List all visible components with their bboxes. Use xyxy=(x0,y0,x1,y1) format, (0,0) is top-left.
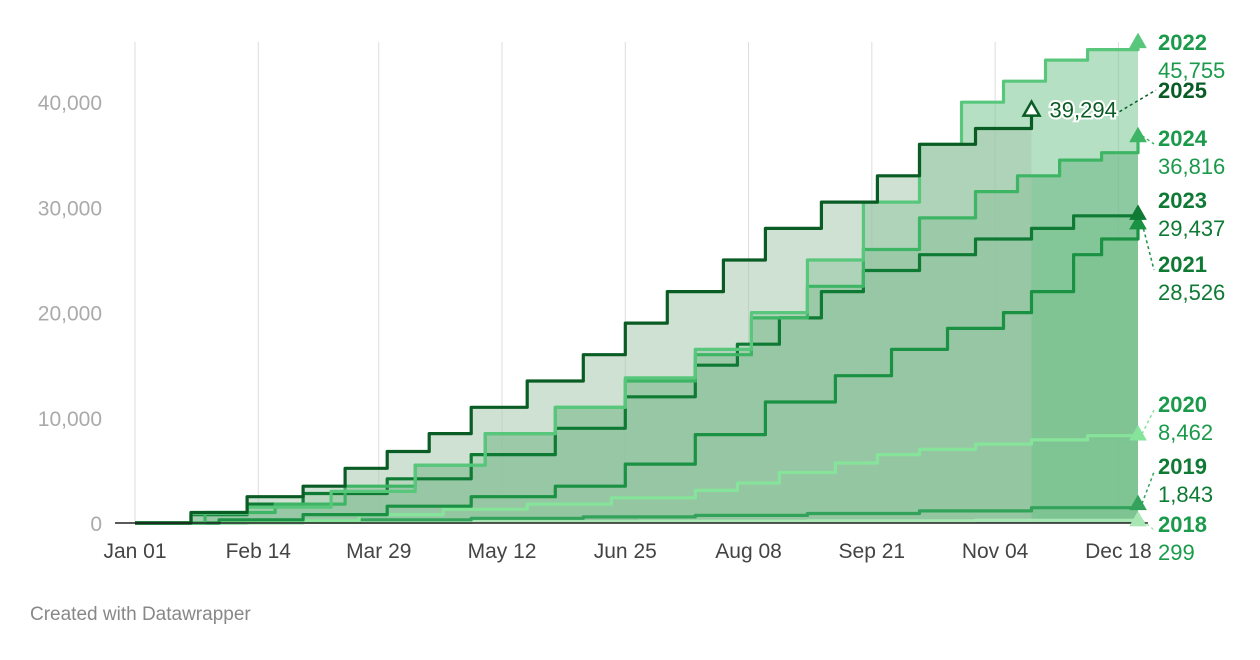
x-tick-label-3: May 12 xyxy=(468,540,537,563)
marker-2018 xyxy=(1129,510,1147,527)
value-label-2023: 29,437 xyxy=(1158,216,1225,241)
year-label-2021: 2021 xyxy=(1158,252,1207,277)
value-label-2020: 8,462 xyxy=(1158,420,1213,445)
year-label-2020: 2020 xyxy=(1158,392,1207,417)
x-tick-label-2: Mar 29 xyxy=(346,540,411,563)
year-label-2024: 2024 xyxy=(1158,126,1208,151)
y-tick-label-1: 10,000 xyxy=(38,408,102,431)
year-label-2019: 2019 xyxy=(1158,454,1207,479)
leader-2018 xyxy=(1141,519,1155,531)
x-tick-label-8: Dec 18 xyxy=(1085,540,1152,563)
y-tick-label-4: 40,000 xyxy=(38,92,102,115)
x-tick-label-6: Sep 21 xyxy=(839,540,906,563)
series-labels: 2018 299 2019 1,843 2020 8,462 2021 28,526 2023 2… xyxy=(1048,30,1226,565)
value-label-2018: 299 xyxy=(1158,540,1195,565)
y-axis-ticks: 0 10,000 20,000 30,000 40,000 xyxy=(38,92,102,536)
series-areas xyxy=(135,41,1138,524)
line-2020 xyxy=(135,434,1140,525)
y-tick-label-2: 20,000 xyxy=(38,303,102,326)
x-axis-ticks: Jan 01 Feb 14 Mar 29 May 12 Jun 25 Aug 08 Sep … xyxy=(103,540,1151,563)
y-tick-label-0: 0 xyxy=(90,513,102,536)
value-label-2025: 39,294 xyxy=(1050,98,1117,123)
x-tick-label-5: Aug 08 xyxy=(715,540,782,563)
value-label-2024: 36,816 xyxy=(1158,154,1225,179)
leader-2025 xyxy=(1119,89,1157,113)
area-2025 xyxy=(135,109,1032,523)
leader-2020 xyxy=(1141,409,1155,435)
x-tick-label-7: Nov 04 xyxy=(962,540,1029,563)
value-label-2022: 45,755 xyxy=(1158,58,1225,83)
line-2022 xyxy=(135,41,1140,525)
marker-2025 xyxy=(1021,99,1042,117)
x-tick-label-4: Jun 25 xyxy=(594,540,657,563)
year-label-2022: 2022 xyxy=(1158,30,1207,55)
year-label-2023: 2023 xyxy=(1158,188,1207,213)
marker-2024 xyxy=(1129,126,1147,143)
marker-2022 xyxy=(1129,32,1147,49)
leader-2019 xyxy=(1141,471,1155,504)
year-label-2018: 2018 xyxy=(1158,512,1207,537)
value-label-2019: 1,843 xyxy=(1158,482,1213,507)
x-tick-label-1: Feb 14 xyxy=(226,540,292,563)
leader-2021 xyxy=(1141,222,1155,271)
x-tick-label-0: Jan 01 xyxy=(103,540,166,563)
series-lines xyxy=(135,41,1140,525)
line-2021 xyxy=(135,222,1140,525)
y-tick-label-3: 30,000 xyxy=(38,197,102,220)
credit-text: Created with Datawrapper xyxy=(30,604,251,625)
line-2025 xyxy=(135,109,1034,525)
series-end-markers xyxy=(1021,32,1147,527)
leader-2024 xyxy=(1141,135,1155,145)
value-label-2021: 28,526 xyxy=(1158,280,1225,305)
marker-2023 xyxy=(1129,204,1147,220)
year-label-2025: 2025 xyxy=(1158,78,1207,103)
